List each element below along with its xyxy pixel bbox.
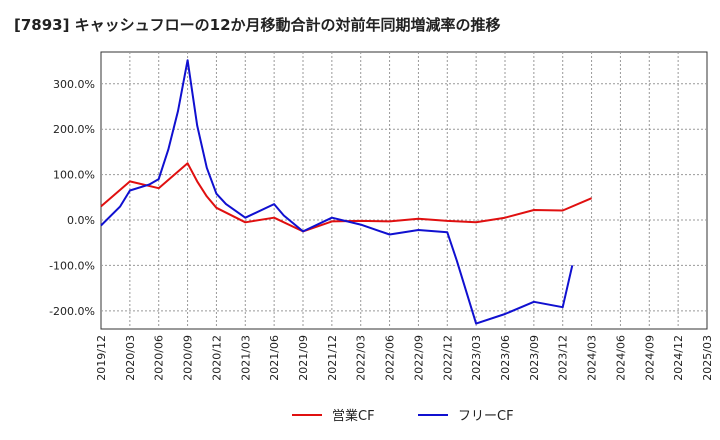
chart-title: [7893] キャッシュフローの12か月移動合計の対前年同期増減率の推移	[14, 16, 501, 34]
x-tick-label: 2023/03	[470, 335, 483, 381]
y-tick-label: 300.0%	[53, 78, 95, 91]
y-tick-label: 200.0%	[53, 123, 95, 136]
x-tick-label: 2023/06	[499, 335, 512, 381]
x-tick-label: 2024/03	[586, 335, 599, 381]
series-lines	[100, 59, 592, 325]
x-axis-ticks: 2019/12 2020/03 2020/06 2020/09 2020/12 2021/…	[95, 335, 714, 381]
y-axis-ticks: 300.0% 200.0% 100.0% 0.0% -100.0% -200.0%	[49, 78, 95, 318]
legend-label-0: 営業CF	[332, 408, 375, 424]
y-tick-label: -200.0%	[49, 305, 95, 318]
x-tick-label: 2021/12	[326, 335, 339, 381]
x-tick-label: 2021/06	[268, 335, 281, 381]
x-tick-label: 2021/03	[239, 335, 252, 381]
x-tick-label: 2020/03	[124, 335, 137, 381]
x-tick-label: 2022/03	[355, 335, 368, 381]
x-tick-label: 2024/09	[643, 335, 656, 381]
x-tick-label: 2023/09	[528, 335, 541, 381]
x-tick-label: 2021/09	[297, 335, 310, 381]
x-tick-label: 2024/12	[672, 335, 685, 381]
x-tick-label: 2025/03	[701, 335, 714, 381]
series-line-0	[100, 162, 592, 233]
x-tick-label: 2022/12	[441, 335, 454, 381]
x-tick-label: 2023/12	[557, 335, 570, 381]
series-line-1	[100, 59, 574, 325]
x-tick-label: 2019/12	[95, 335, 108, 381]
x-tick-label: 2022/06	[384, 335, 397, 381]
x-tick-label: 2024/06	[614, 335, 627, 381]
y-tick-label: 0.0%	[67, 214, 95, 227]
legend: 営業CF フリーCF	[292, 408, 514, 424]
x-tick-label: 2020/12	[210, 335, 223, 381]
grid	[101, 52, 707, 329]
y-tick-label: -100.0%	[49, 259, 95, 272]
y-tick-label: 100.0%	[53, 169, 95, 182]
x-tick-label: 2020/09	[182, 335, 195, 381]
legend-label-1: フリーCF	[458, 409, 514, 424]
x-tick-label: 2022/09	[412, 335, 425, 381]
x-tick-label: 2020/06	[153, 335, 166, 381]
